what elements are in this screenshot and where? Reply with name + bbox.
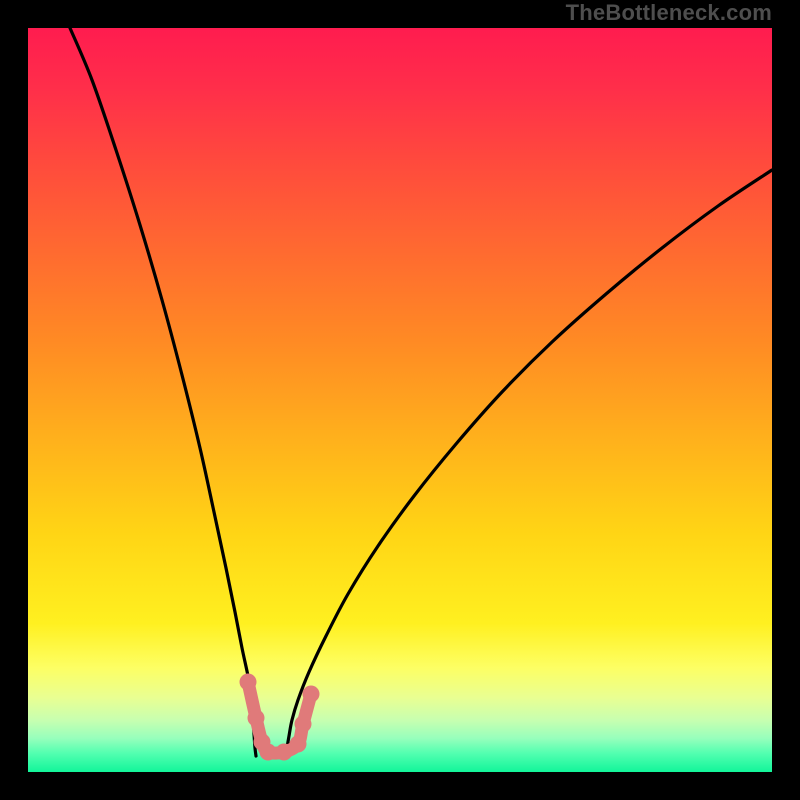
plot-area <box>28 28 772 772</box>
watermark: TheBottleneck.com <box>566 0 772 26</box>
